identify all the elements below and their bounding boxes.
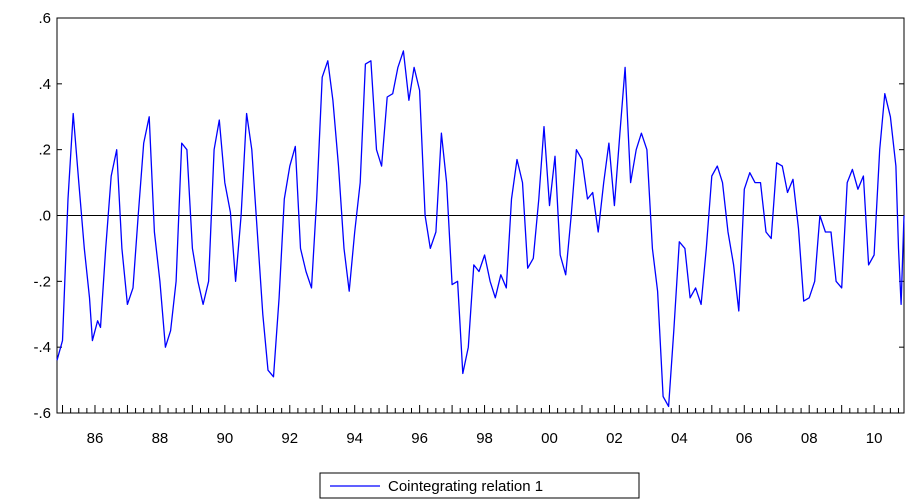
x-tick-label: 98 [476, 430, 493, 447]
x-tick-label: 08 [801, 430, 818, 447]
legend-label: Cointegrating relation 1 [388, 478, 543, 495]
y-tick-label: -.4 [33, 339, 51, 356]
y-tick-label: .6 [38, 10, 51, 27]
series-line [56, 50, 905, 408]
y-axis: .6 .4 .2 .0 -.2 -.4 -.6 [33, 10, 904, 422]
y-tick-label: .0 [38, 208, 51, 225]
x-tick-label: 02 [606, 430, 623, 447]
x-tick-label: 88 [152, 430, 169, 447]
y-tick-label: -.2 [33, 273, 51, 290]
y-tick-label: .2 [38, 142, 51, 159]
y-tick-label: .4 [38, 76, 51, 93]
series-layer [56, 50, 905, 408]
x-tick-label: 86 [87, 430, 104, 447]
x-tick-label: 04 [671, 430, 688, 447]
x-tick-label: 92 [281, 430, 298, 447]
x-tick-label: 96 [411, 430, 428, 447]
x-tick-label: 06 [736, 430, 753, 447]
x-tick-label: 00 [541, 430, 558, 447]
x-axis: 86 88 90 92 94 96 98 00 02 04 06 08 10 [62, 405, 899, 447]
x-tick-label: 10 [866, 430, 883, 447]
x-tick-label: 90 [216, 430, 233, 447]
y-tick-label: -.6 [33, 405, 51, 422]
x-tick-label: 94 [346, 430, 363, 447]
legend: Cointegrating relation 1 [319, 472, 640, 499]
